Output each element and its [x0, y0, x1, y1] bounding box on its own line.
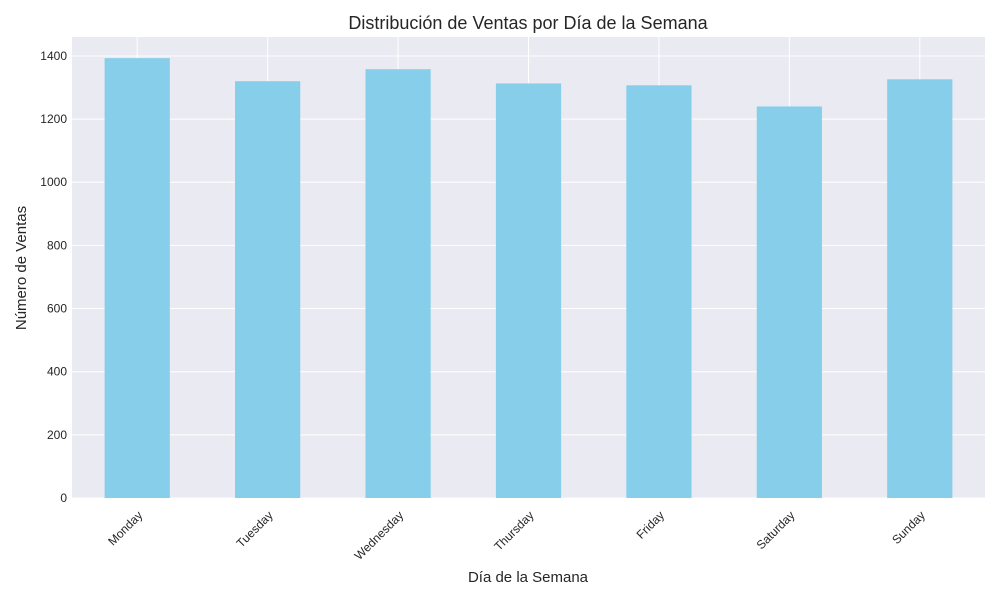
chart-title: Distribución de Ventas por Día de la Sem… — [348, 13, 708, 33]
bar-wednesday — [365, 69, 431, 498]
y-tick-label: 1000 — [40, 175, 67, 189]
y-tick-label: 1200 — [40, 112, 67, 126]
bar-sunday — [887, 79, 953, 498]
x-axis-ticks: Monday Tuesday Wednesday Thursday Friday Satu… — [105, 508, 928, 563]
x-tick-label: Friday — [634, 508, 667, 541]
y-tick-label: 400 — [47, 365, 67, 379]
y-tick-label: 600 — [47, 302, 67, 316]
bar-tuesday — [235, 81, 301, 499]
y-tick-label: 1400 — [40, 49, 67, 63]
bar-monday — [104, 58, 170, 498]
x-tick-label: Tuesday — [234, 508, 276, 550]
x-axis-label: Día de la Semana — [468, 569, 589, 586]
x-tick-label: Monday — [105, 508, 145, 548]
x-tick-label: Wednesday — [352, 508, 407, 563]
y-tick-label: 0 — [60, 491, 67, 505]
y-tick-label: 800 — [47, 238, 67, 252]
bar-friday — [626, 85, 692, 498]
y-axis-label: Número de Ventas — [13, 206, 30, 330]
bars — [104, 58, 953, 499]
y-tick-label: 200 — [47, 428, 67, 442]
y-axis-ticks: 0 200 400 600 800 1000 1200 1400 — [40, 49, 67, 505]
bar-thursday — [495, 83, 562, 498]
x-tick-label: Saturday — [754, 508, 798, 552]
x-tick-label: Thursday — [491, 508, 536, 553]
x-tick-label: Sunday — [889, 508, 928, 547]
bar-saturday — [756, 106, 822, 498]
